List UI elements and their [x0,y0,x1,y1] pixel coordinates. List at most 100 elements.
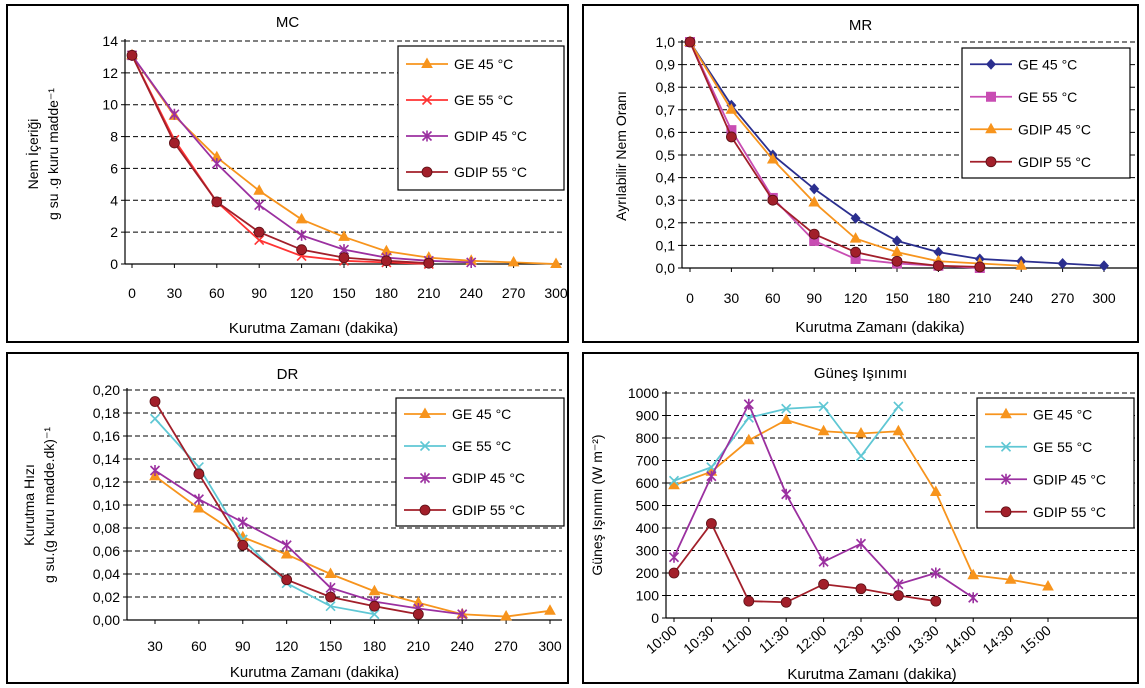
x-tick-label: 180 [375,285,399,301]
data-point [809,183,820,195]
x-tick-label: 14:30 [979,622,1016,657]
data-point [974,261,986,273]
x-tick-label: 120 [844,290,868,306]
x-tick-label: 13:00 [867,622,904,657]
legend-marker [1000,506,1012,518]
x-tick-labels: 0 30 60 90 120 150 180 210 240 270 300 [686,268,1116,306]
data-point [767,194,779,206]
data-point [781,488,792,500]
x-tick-label: 300 [538,638,562,654]
y-tick-label: 10 [102,97,118,113]
legend-label: GE 55 °C [1033,439,1092,455]
series [126,49,435,269]
data-point [968,592,979,604]
y-tick-label: 0,14 [93,451,120,467]
y-tick-label: 0,0 [656,260,676,276]
legend-label: GE 45 °C [1033,406,1092,422]
series-line [673,521,936,604]
data-point [412,608,424,620]
data-point [237,539,249,551]
data-point [296,244,308,256]
data-point [193,493,204,505]
y-tick-labels: 0,00 0,02 0,04 0,06 0,08 0,10 0,12 0,14 0,16 0,18… [93,382,127,628]
y-axis-label: Ayrılabilir Nem Oranı [613,91,629,221]
x-tick-label: 90 [251,285,267,301]
data-point [850,253,861,264]
gridlines [125,40,562,233]
x-tick-label: 15:00 [1017,622,1054,657]
x-tick-labels: 0 30 60 90 120 150 180 210 240 270 300 [128,264,567,301]
data-point [706,518,717,529]
x-tick-label: 30 [724,290,740,306]
data-point [324,567,337,578]
y-tick-label: 2 [110,224,118,240]
x-tick-label: 150 [885,290,909,306]
data-point [930,595,942,607]
data-point [706,470,717,482]
series-line [154,475,551,618]
series [668,398,979,604]
y-tick-label: 1,0 [656,34,676,50]
y-tick-label: 0,4 [656,170,676,186]
y-tick-label: 0,16 [93,428,120,444]
chart-solar-radiation: Güneş Işınımı 0 100 200 300 400 500 600 700 800 90… [589,365,1137,682]
data-point [892,235,902,247]
chart-title: DR [277,366,299,383]
data-point [253,226,265,238]
x-tick-labels: 10:00 10:30 11:00 11:30 12:00 12:30 13:00 13:30… [643,618,1054,657]
y-tick-label: 0,5 [656,147,676,163]
chart-dr: DR0,000,020,040,060,080,100,120,140,160,… [21,366,565,681]
data-point [1099,260,1109,272]
data-point [338,252,350,264]
data-point [742,433,755,445]
data-point [325,582,336,594]
data-point [211,196,223,208]
data-point [169,108,180,120]
data-point [1057,257,1068,269]
x-tick-label: 14:00 [942,622,979,657]
data-point [281,539,292,551]
data-point [892,424,905,436]
data-point [684,36,696,48]
series [149,396,424,620]
data-point [193,501,205,513]
legend-box [395,397,565,527]
y-tick-labels: 0 100 200 300 400 500 600 700 800 900 1000 [628,385,666,626]
legend-marker [1000,407,1012,419]
y-tick-label: 0,1 [656,237,676,253]
data-point [891,245,903,257]
series [684,36,986,273]
data-point [254,199,265,211]
y-tick-label: 900 [636,408,660,424]
y-axis-label: Güneş Işınımı (W m⁻²) [589,434,605,575]
legend-label: GDIP 55 °C [1033,504,1106,520]
y-tick-label: 6 [110,160,118,176]
data-point [149,396,161,407]
legend-label: GDIP 45 °C [1033,471,1106,487]
series [668,401,904,486]
y-axis-label: Kurutma Hızı [21,464,37,546]
x-tick-label: 0 [128,285,136,301]
legend-marker [986,58,996,70]
chart-panel-mr: MR 0,0 0,1 0,2 0,3 0,4 0,5 0,6 0,7 0,8 0,9 1,0 0 30 60… [582,4,1139,343]
x-tick-label: 300 [544,285,567,301]
data-point [743,398,754,410]
x-tick-label: 150 [332,285,356,301]
x-tick-label: 240 [460,285,484,301]
x-tick-label: 11:00 [718,622,754,656]
data-point [893,578,904,590]
data-point [254,235,265,246]
legend-marker [1000,473,1012,485]
y-tick-label: 0,12 [93,474,120,490]
y-tick-label: 0,6 [656,124,676,140]
y-tick-label: 0,8 [656,79,676,95]
data-point [930,567,941,579]
legend-marker [985,156,997,168]
data-point [280,547,293,559]
data-point [1015,259,1028,270]
legend-marker [421,94,433,106]
x-tick-label: 180 [363,638,387,654]
x-tick-label: 120 [290,285,314,301]
data-point [325,601,336,612]
y-tick-label: 0,9 [656,57,676,73]
